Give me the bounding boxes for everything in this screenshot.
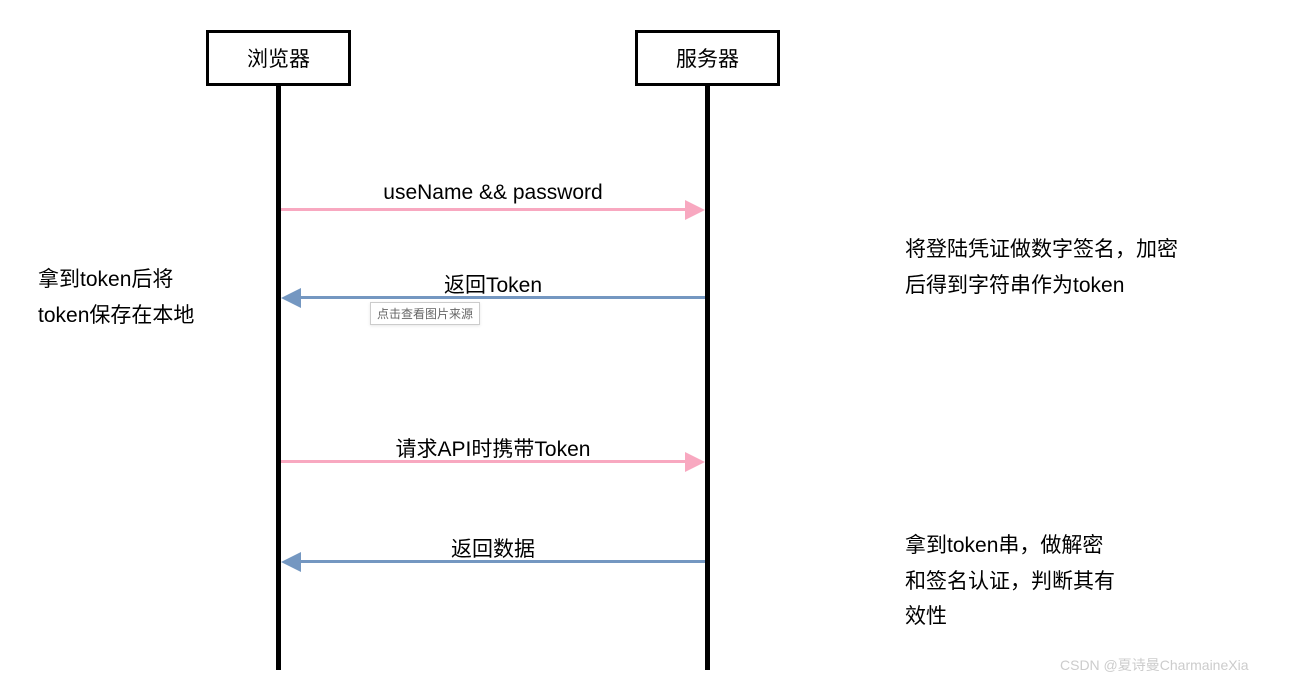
note-right-2: 拿到token串，做解密 和签名认证，判断其有 效性 — [905, 528, 1115, 635]
lifeline-server — [705, 84, 710, 670]
image-source-tooltip[interactable]: 点击查看图片来源 — [370, 302, 480, 325]
note-right-1-line1: 将登陆凭证做数字签名，加密 — [905, 232, 1178, 268]
watermark-text: CSDN @夏诗曼CharmaineXia — [1060, 657, 1248, 673]
note-left-1-line1: 拿到token后将 — [38, 262, 194, 298]
tooltip-text: 点击查看图片来源 — [377, 307, 473, 321]
msg2-arrow-head — [281, 288, 301, 308]
note-right-2-line1: 拿到token串，做解密 — [905, 528, 1115, 564]
msg1-arrow-line — [281, 208, 685, 211]
msg4-arrow-head — [281, 552, 301, 572]
note-left-1: 拿到token后将 token保存在本地 — [38, 262, 194, 333]
actor-server-box: 服务器 — [635, 30, 780, 86]
csdn-watermark: CSDN @夏诗曼CharmaineXia — [1060, 655, 1248, 675]
msg2-arrow-line — [301, 296, 705, 299]
actor-server-label: 服务器 — [676, 48, 739, 71]
note-right-1: 将登陆凭证做数字签名，加密 后得到字符串作为token — [905, 232, 1178, 303]
actor-browser-box: 浏览器 — [206, 30, 351, 86]
msg4-arrow-line — [301, 560, 705, 563]
note-right-2-line3: 效性 — [905, 599, 1115, 635]
lifeline-browser — [276, 84, 281, 670]
note-right-2-line2: 和签名认证，判断其有 — [905, 564, 1115, 600]
msg3-arrow-head — [685, 452, 705, 472]
msg4-label: 返回数据 — [281, 533, 705, 563]
actor-browser-label: 浏览器 — [247, 48, 310, 71]
msg3-arrow-line — [281, 460, 685, 463]
msg1-label: useName && password — [281, 181, 705, 205]
note-left-1-line2: token保存在本地 — [38, 298, 194, 334]
msg2-label: 返回Token — [281, 269, 705, 299]
msg1-arrow-head — [685, 200, 705, 220]
note-right-1-line2: 后得到字符串作为token — [905, 268, 1178, 304]
msg3-label: 请求API时携带Token — [281, 433, 705, 463]
